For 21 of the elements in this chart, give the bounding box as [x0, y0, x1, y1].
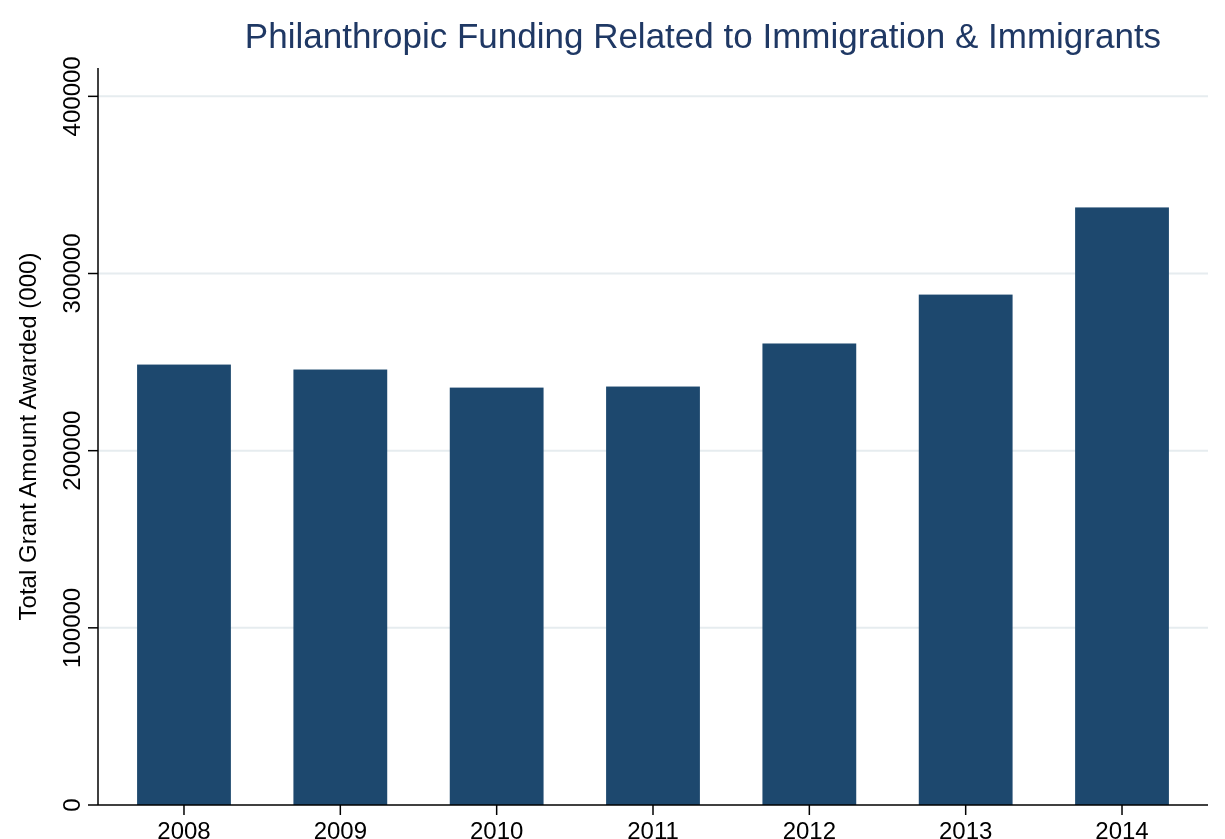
bar: [762, 343, 857, 805]
x-tick-label: 2009: [313, 817, 368, 839]
bar: [293, 369, 388, 805]
y-tick-label: 200000: [58, 410, 85, 491]
y-axis-title: Total Grant Amount Awarded (000): [14, 252, 41, 621]
x-tick-label: 2011: [627, 817, 679, 839]
x-tick-label: 2012: [782, 817, 837, 839]
y-tick-label: 100000: [58, 587, 85, 668]
y-tick-label: 0: [58, 798, 85, 812]
x-tick-label: 2013: [938, 817, 993, 839]
bar: [918, 294, 1013, 805]
bar: [449, 387, 544, 805]
x-tick-label: 2014: [1095, 817, 1149, 839]
bar: [1075, 207, 1169, 805]
y-tick-label: 300000: [58, 233, 85, 314]
bar: [137, 364, 231, 805]
x-tick-label: 2010: [469, 817, 524, 839]
y-tick-label: 400000: [58, 56, 85, 137]
chart-title: Philanthropic Funding Related to Immigration & Immigrants: [244, 16, 1162, 55]
x-tick-label: 2008: [157, 817, 211, 839]
bar: [606, 386, 700, 805]
